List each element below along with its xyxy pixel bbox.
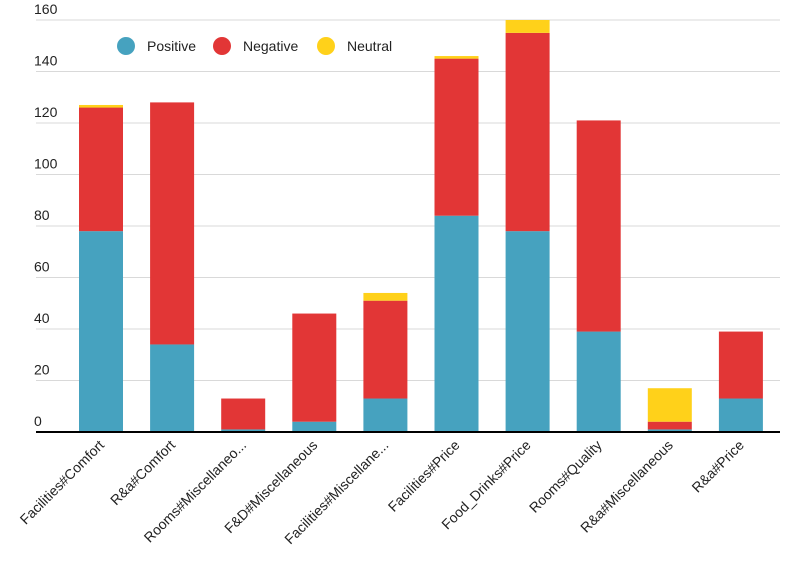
y-tick-label: 140 (34, 53, 58, 69)
bar-positive-6 (505, 231, 550, 432)
y-tick-label: 100 (34, 156, 58, 172)
legend-marker-neutral (317, 37, 335, 55)
legend-marker-negative (213, 37, 231, 55)
bar-positive-2 (221, 429, 266, 432)
y-tick-label: 120 (34, 104, 58, 120)
bar-negative-9 (718, 331, 763, 399)
x-category-label: R&a#Comfort (107, 437, 178, 508)
bar-neutral-8 (647, 388, 692, 422)
x-axis-labels: Facilities#Comfort R&a#ComfortRooms#Misce… (17, 437, 748, 548)
bar-negative-0 (79, 107, 123, 232)
bar-neutral-4 (363, 292, 408, 301)
bar-negative-6 (505, 32, 550, 232)
bar-negative-4 (363, 300, 408, 399)
x-category-label: Rooms#Quality (526, 437, 605, 516)
legend-label-neutral: Neutral (347, 38, 392, 54)
legend-marker-positive (117, 37, 135, 55)
x-category-label: Facilities#Comfort (17, 437, 108, 528)
y-tick-label: 160 (34, 1, 58, 17)
bar-neutral-6 (505, 20, 550, 33)
x-category-label: R&a#Price (688, 437, 747, 496)
bars (79, 20, 763, 432)
y-tick-label: 20 (34, 362, 50, 378)
bar-negative-8 (647, 421, 692, 430)
bar-negative-5 (434, 58, 479, 216)
y-tick-label: 60 (34, 259, 50, 275)
y-tick-label: 40 (34, 310, 50, 326)
bar-negative-3 (292, 313, 337, 422)
gridlines (36, 19, 780, 381)
x-category-label: Facilities#Price (385, 437, 463, 515)
y-axis-ticks: 0 20 40 60 80 100 120 140 160 (34, 1, 58, 429)
bar-positive-3 (292, 421, 337, 432)
bar-negative-7 (576, 120, 621, 332)
y-tick-label: 80 (34, 207, 50, 223)
legend-label-positive: Positive (147, 38, 196, 54)
bar-positive-5 (434, 215, 479, 432)
legend: Positive Negative Neutral (117, 37, 392, 55)
bar-positive-7 (576, 331, 621, 432)
bar-positive-1 (150, 344, 195, 432)
bar-neutral-5 (434, 56, 479, 59)
y-tick-label: 0 (34, 413, 42, 429)
bar-positive-4 (363, 398, 408, 432)
bar-positive-9 (718, 398, 763, 432)
bar-neutral-0 (79, 104, 123, 108)
bar-positive-8 (647, 429, 692, 432)
legend-label-negative: Negative (243, 38, 298, 54)
bar-negative-2 (221, 398, 266, 430)
bar-positive-0 (79, 231, 123, 432)
bar-negative-1 (150, 102, 195, 345)
